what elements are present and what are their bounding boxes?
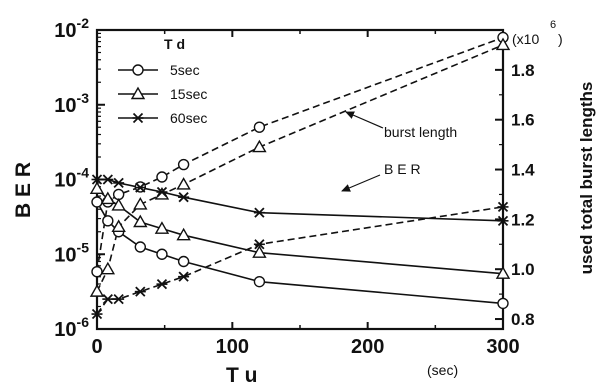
burst-point-5sec-0 [91,265,103,278]
y-axis-label: B E R [12,162,35,218]
burst-line-15sec [96,44,504,292]
ber-point-5sec-7 [497,297,509,310]
legend-marker-15sec [130,86,146,100]
ber-point-15sec-7 [495,266,511,279]
y2-axis-label: used total burst lengths [577,82,596,275]
ber-point-5sec-0 [91,196,103,208]
ber-point-60sec-1 [102,174,114,185]
burst-point-60sec-2 [113,293,125,305]
ber-point-15sec-1 [100,191,116,205]
burst-point-60sec-7 [497,201,509,213]
x-tick-label: 300 [486,336,519,358]
y2-multiplier: (x10 6 ) [512,19,563,47]
annotation-burst-length-text: burst length [384,124,457,140]
ber-point-15sec-5 [176,227,191,241]
x-tick-label: 100 [216,336,249,358]
x-tick-label: 200 [351,336,384,358]
burst-point-15sec-0 [89,284,105,297]
burst-point-60sec-6 [253,239,265,250]
y2-tick-label: 0.8 [511,310,535,329]
annotation-ber-text: B E R [384,161,421,177]
y-tick-label: 10-6 [54,314,89,341]
legend-label-15sec: 15sec [170,86,207,102]
ber-point-60sec-2 [113,177,125,189]
y2-tick-label: 1.0 [511,260,535,279]
y2-tick-label: 1.4 [511,161,535,180]
y2-multiplier-text: (x10 [512,31,539,47]
ber-point-5sec-1 [102,215,114,227]
ber-point-60sec-4 [156,186,168,198]
legend-label-5sec: 5sec [170,62,200,78]
legend-label-60sec: 60sec [170,110,207,126]
burst-point-15sec-2 [111,219,126,233]
x-axis-unit: (sec) [427,362,458,378]
ber-point-60sec-5 [178,192,190,203]
ber-point-15sec-2 [111,198,126,211]
burst-point-15sec-3 [133,197,148,210]
y2-multiplier-close: ) [558,31,563,47]
annotation-ber: B E R [341,161,421,192]
ber-point-5sec-3 [134,241,147,253]
series-markers [89,31,511,320]
burst-point-15sec-4 [154,187,170,200]
axis-ticks: 0 100 200 300 10-6 10-5 10-4 10-3 10-2 0.8 1.0 1.2 1… [54,15,535,358]
burst-point-5sec-2 [112,188,125,201]
burst-point-60sec-0 [91,308,103,320]
ber-point-60sec-0 [91,174,103,185]
burst-point-60sec-1 [102,293,114,305]
burst-point-15sec-5 [176,177,191,190]
burst-point-15sec-1 [100,261,116,275]
burst-point-5sec-6 [253,121,266,133]
x-tick-label: 0 [91,336,102,358]
legend-title: T d [164,36,185,52]
ber-arrow [341,174,381,192]
ber-point-15sec-0 [89,181,105,195]
ber-point-15sec-4 [154,221,170,234]
burst-point-60sec-3 [134,286,146,297]
legend-marker-60sec [132,112,144,124]
burst-point-5sec-4 [156,171,168,183]
ber-point-60sec-3 [134,182,146,193]
y-tick-label: 10-4 [54,165,89,192]
burst-line-60sec [96,206,504,315]
ber-point-15sec-3 [133,214,148,228]
y2-tick-label: 1.8 [511,61,535,80]
ber-point-5sec-5 [177,255,190,268]
ber-point-60sec-6 [253,207,265,218]
y2-multiplier-exponent: 6 [550,19,556,31]
burst-line-5sec [96,36,504,272]
ber-point-5sec-6 [253,275,266,288]
y-tick-label: 10-3 [54,90,89,117]
burst-point-15sec-7 [495,37,511,51]
burst-length-arrow [345,111,384,129]
ber-point-15sec-6 [252,245,267,258]
annotation-burst-length: burst length [345,111,457,140]
ber-point-5sec-4 [156,248,168,260]
x-axis-label: T u [226,364,258,387]
burst-point-5sec-5 [177,158,190,171]
y2-tick-label: 1.6 [511,111,535,130]
y-tick-label: 10-2 [54,15,89,42]
y-tick-label: 10-5 [54,239,89,266]
ber-line-60sec [97,178,504,222]
ber-point-60sec-7 [497,215,509,226]
y2-tick-label: 1.2 [511,210,535,229]
burst-point-60sec-5 [178,271,190,282]
burst-point-15sec-6 [252,139,267,153]
burst-point-60sec-4 [156,279,168,290]
legend-marker-5sec [132,64,144,76]
legend: T d 5sec 15sec 60sec [118,36,207,126]
